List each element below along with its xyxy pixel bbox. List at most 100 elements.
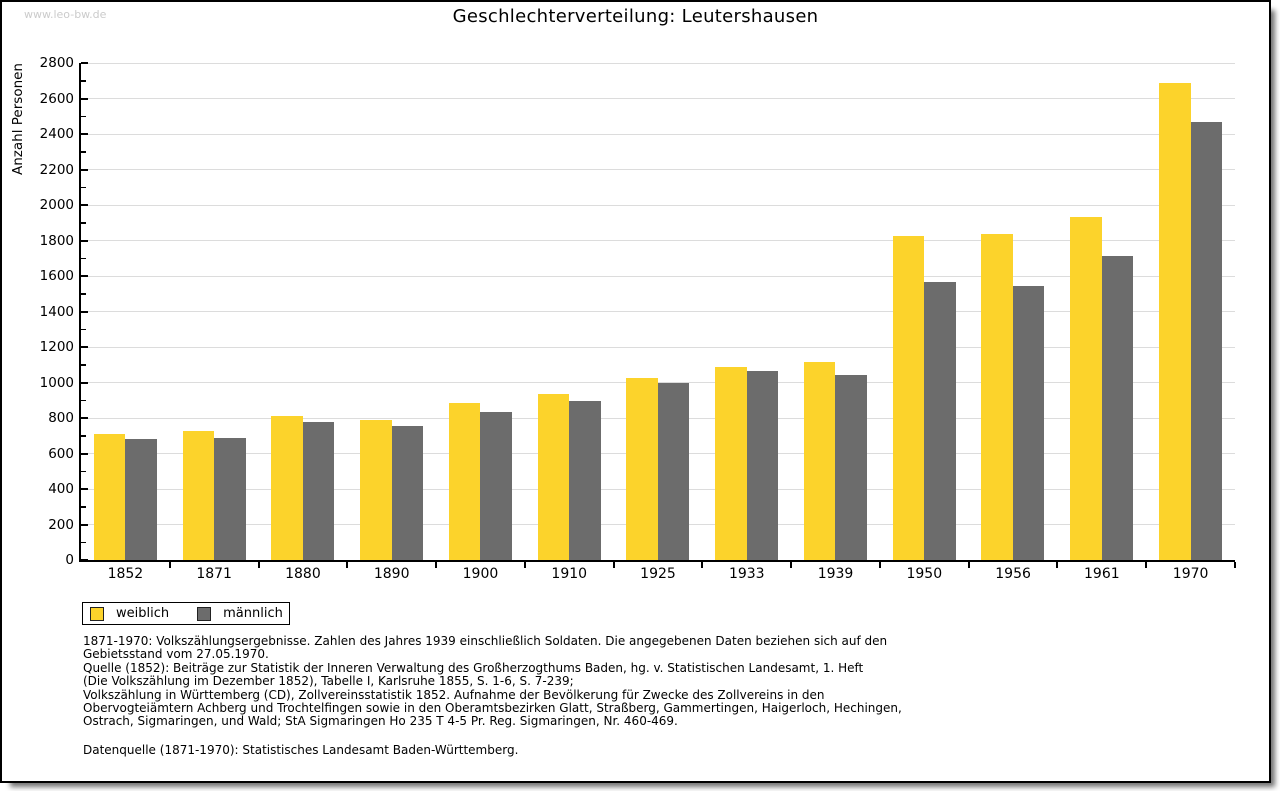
y-minor-tick [81, 80, 86, 82]
y-minor-tick [81, 293, 86, 295]
datasource-line: Datenquelle (1871-1970): Statistisches L… [83, 743, 519, 757]
footnote-line: Ostrach, Sigmaringen, und Wald; StA Sigm… [83, 714, 678, 729]
y-tick [81, 523, 88, 526]
bar-männlich-1852 [125, 439, 157, 560]
bar-männlich-1871 [214, 437, 246, 560]
y-tick-label: 2400 [39, 126, 74, 142]
x-tick-label: 1933 [728, 566, 765, 582]
y-axis-line [79, 63, 81, 562]
bar-männlich-1890 [391, 425, 424, 560]
y-minor-tick [81, 364, 86, 366]
legend-swatch-weiblich [90, 606, 104, 621]
x-tick-label: 1939 [817, 566, 854, 582]
bar-weiblich-1871 [182, 431, 215, 560]
gridline [81, 133, 1235, 135]
y-tick [81, 310, 88, 313]
x-tick [967, 562, 970, 568]
x-tick-label: 1852 [107, 566, 144, 582]
bar-weiblich-1970 [1159, 83, 1191, 560]
footnote-line: Quelle (1852): Beiträge zur Statistik de… [83, 660, 864, 675]
y-tick [81, 97, 88, 100]
x-tick [878, 562, 881, 568]
y-tick [81, 204, 88, 206]
y-tick-label: 800 [48, 410, 74, 426]
y-minor-tick [81, 186, 86, 189]
x-axis-line [79, 560, 1235, 562]
x-tick [701, 562, 704, 568]
x-tick [346, 562, 349, 568]
y-tick-label: 600 [48, 445, 74, 462]
footnotes: 1871-1970: Volkszählungsergebnisse. Zahl… [83, 634, 902, 729]
gridline [81, 311, 1235, 312]
x-tick-label: 1880 [285, 566, 321, 582]
y-tick-label: 2200 [39, 161, 74, 178]
legend-label-weiblich: weiblich [116, 606, 170, 621]
x-tick-label: 1925 [640, 566, 676, 582]
y-tick [81, 346, 88, 348]
footnote-line: Gebietsstand vom 27.05.1970. [83, 647, 269, 662]
y-minor-tick [81, 470, 86, 473]
bar-männlich-1900 [480, 411, 512, 560]
x-tick [523, 562, 526, 568]
bar-weiblich-1956 [981, 234, 1013, 560]
y-minor-tick [81, 328, 86, 331]
y-minor-tick [81, 257, 86, 260]
y-tick [81, 168, 88, 171]
gridline [81, 240, 1235, 241]
bar-weiblich-1939 [803, 362, 836, 560]
x-tick [1145, 562, 1148, 568]
y-tick-label: 200 [48, 516, 74, 533]
gridline [81, 62, 1235, 64]
x-tick-label: 1900 [462, 566, 499, 582]
gridline [81, 98, 1235, 99]
bar-männlich-1939 [835, 374, 867, 560]
x-tick-label: 1871 [196, 566, 232, 582]
y-tick-label: 2800 [39, 55, 74, 71]
y-minor-tick [81, 151, 86, 153]
y-tick-label: 0 [65, 552, 74, 568]
gridline [81, 275, 1235, 277]
bar-weiblich-1900 [448, 402, 481, 560]
gridline [81, 169, 1235, 170]
y-minor-tick [81, 399, 86, 402]
legend-label-maennlich: männlich [223, 606, 283, 621]
y-tick [81, 62, 88, 64]
bar-männlich-1961 [1101, 255, 1134, 560]
bar-männlich-1925 [657, 382, 690, 560]
bar-weiblich-1910 [537, 394, 570, 560]
x-tick [790, 562, 793, 568]
bar-männlich-1950 [924, 282, 956, 560]
chart-title: Geschlechterverteilung: Leutershausen [452, 6, 819, 27]
bar-männlich-1933 [746, 370, 779, 560]
y-minor-tick [81, 541, 86, 544]
y-tick [81, 452, 88, 455]
bar-männlich-1910 [569, 401, 601, 560]
y-tick-label: 1600 [39, 268, 74, 284]
gridline [81, 346, 1235, 348]
y-tick-label: 1200 [39, 339, 74, 355]
legend: weiblich männlich [82, 602, 290, 625]
y-tick-label: 400 [48, 481, 74, 497]
bar-weiblich-1950 [892, 236, 925, 560]
y-tick-label: 1400 [39, 303, 74, 320]
gridline [81, 204, 1235, 206]
y-tick [81, 239, 88, 242]
x-tick [257, 562, 260, 568]
y-tick [81, 275, 88, 277]
x-tick-label: 1961 [1084, 566, 1120, 582]
x-tick [612, 562, 615, 568]
bar-männlich-1970 [1190, 122, 1223, 560]
y-tick [81, 417, 88, 419]
footnote-line: (Die Volkszählung im Dezember 1852), Tab… [83, 674, 574, 689]
footnote-line: Obervogteiämtern Achberg und Trochtelfin… [83, 701, 902, 716]
y-tick [81, 133, 88, 135]
x-tick-label: 1910 [551, 566, 588, 582]
bar-weiblich-1852 [93, 433, 126, 560]
y-tick-label: 2600 [39, 90, 74, 107]
y-tick [81, 381, 88, 384]
y-tick-label: 1800 [39, 232, 74, 249]
y-minor-tick [81, 506, 86, 508]
bar-weiblich-1933 [715, 367, 747, 560]
x-tick [1234, 562, 1236, 568]
bar-männlich-1956 [1012, 285, 1045, 560]
